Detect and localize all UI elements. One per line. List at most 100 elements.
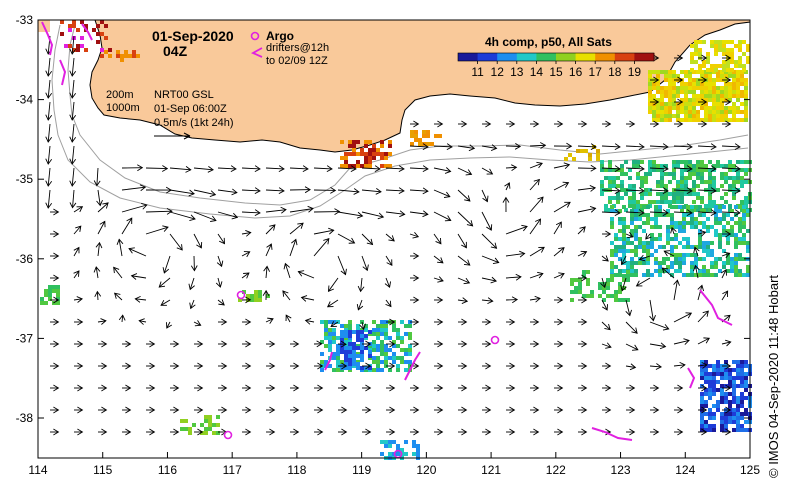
sst-pixel (684, 94, 688, 98)
sst-pixel (640, 160, 644, 164)
sst-pixel (104, 50, 108, 54)
sst-pixel (728, 118, 732, 122)
sst-pixel (652, 82, 656, 86)
current-arrow (649, 365, 662, 368)
current-arrow-head (245, 428, 252, 436)
sst-pixel (84, 24, 88, 28)
sst-pixel (732, 416, 736, 420)
sst-pixel (368, 164, 372, 168)
drifter-track (699, 289, 733, 326)
sst-pixel (692, 78, 696, 82)
current-arrow (97, 320, 106, 323)
sst-pixel (580, 149, 584, 153)
sst-pixel (622, 217, 626, 221)
sst-pixel (700, 364, 704, 368)
current-arrow-head (230, 165, 237, 173)
current-arrow-head (45, 158, 53, 165)
current-arrow-head (725, 76, 732, 84)
current-arrow-head (653, 76, 660, 84)
sst-pixel (690, 225, 694, 229)
sst-pixel (718, 205, 722, 209)
current-arrow (385, 167, 405, 170)
sst-pixel (600, 180, 604, 184)
sst-pixel (328, 344, 332, 348)
current-arrow (505, 166, 517, 169)
sst-pixel (672, 102, 676, 106)
sst-pixel (614, 233, 618, 237)
current-arrow-head (216, 260, 224, 268)
sst-pixel (732, 90, 736, 94)
current-arrow-head (77, 406, 84, 414)
sst-pixel (746, 48, 750, 52)
sst-pixel (388, 440, 392, 444)
sst-pixel (364, 156, 368, 160)
sst-pixel (328, 340, 332, 344)
sst-pixel (120, 58, 124, 62)
sst-pixel (704, 94, 708, 98)
sst-pixel (610, 261, 614, 265)
sst-pixel (610, 225, 614, 229)
sst-pixel (694, 245, 698, 249)
current-arrow-head (710, 187, 717, 195)
sst-pixel (738, 205, 742, 209)
sst-pixel (368, 160, 372, 164)
sst-pixel (716, 110, 720, 114)
sst-pixel (384, 332, 388, 336)
sst-pixel (728, 384, 732, 388)
sst-pixel (696, 168, 700, 172)
sst-pixel (736, 160, 740, 164)
sst-pixel (712, 200, 716, 204)
sst-pixel (682, 213, 686, 217)
sst-pixel (744, 78, 748, 82)
y-tick-label: -38 (16, 411, 34, 425)
current-arrow (113, 267, 123, 279)
sst-pixel (360, 148, 364, 152)
sst-pixel (676, 114, 680, 118)
current-arrow (385, 233, 395, 242)
sst-pixel (426, 142, 430, 146)
current-arrow-head (604, 323, 611, 331)
sst-pixel (746, 265, 750, 269)
current-arrow (697, 337, 710, 345)
current-arrow (163, 255, 171, 274)
sst-pixel (658, 205, 662, 209)
current-arrow-head (77, 384, 84, 392)
sst-pixel (666, 209, 670, 213)
current-arrow-head (69, 180, 77, 187)
sst-pixel (364, 366, 368, 370)
current-arrow-head (485, 362, 492, 370)
sst-pixel (704, 388, 708, 392)
sst-pixel (634, 245, 638, 249)
sst-pixel (686, 221, 690, 225)
sst-pixel (702, 249, 706, 253)
current-arrow (217, 255, 223, 267)
sst-pixel (744, 82, 748, 86)
current-arrow-head (662, 143, 669, 151)
current-arrow (47, 167, 51, 187)
sst-pixel (376, 152, 380, 156)
current-arrow (160, 299, 171, 306)
sst-pixel (744, 364, 748, 368)
sst-pixel (72, 48, 76, 52)
sst-pixel (744, 180, 748, 184)
sst-pixel (652, 110, 656, 114)
sst-pixel (696, 86, 700, 90)
current-arrow (241, 232, 251, 235)
current-arrow-head (686, 165, 693, 173)
sst-pixel (624, 208, 628, 212)
current-arrow-head (77, 428, 84, 436)
sst-pixel (728, 392, 732, 396)
current-arrow-head (317, 428, 324, 436)
sst-pixel (660, 98, 664, 102)
current-arrow-head (101, 340, 108, 348)
sst-pixel (348, 346, 352, 350)
sst-pixel (404, 368, 408, 372)
sst-pixel (688, 98, 692, 102)
current-arrow-head (176, 244, 183, 251)
sst-pixel (344, 156, 348, 160)
sst-pixel (426, 130, 430, 134)
sst-pixel (688, 90, 692, 94)
current-arrow (625, 299, 631, 316)
current-arrow-head (365, 428, 372, 436)
current-arrow-head (533, 318, 540, 326)
